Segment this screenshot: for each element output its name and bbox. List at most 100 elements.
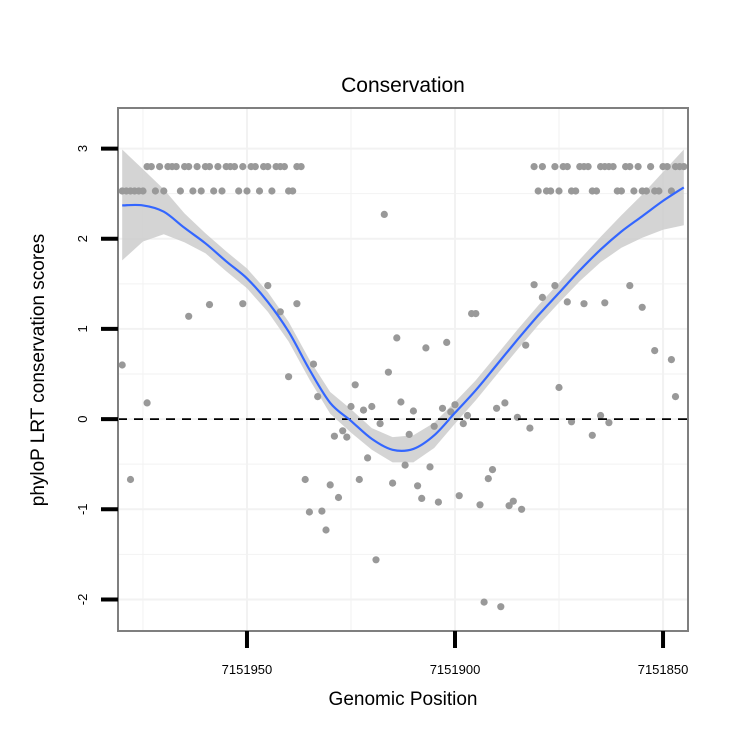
data-point xyxy=(455,492,463,500)
data-point xyxy=(671,393,680,401)
data-point xyxy=(609,163,617,171)
data-point xyxy=(401,461,409,469)
data-point xyxy=(655,187,663,195)
data-point xyxy=(264,282,272,290)
data-point xyxy=(326,481,334,489)
data-point xyxy=(426,463,434,471)
data-point xyxy=(118,361,126,369)
data-point xyxy=(235,187,243,195)
data-point xyxy=(210,187,218,195)
data-point xyxy=(630,187,638,195)
data-point xyxy=(551,282,559,290)
data-point xyxy=(572,187,580,195)
data-point xyxy=(239,300,247,308)
data-point xyxy=(322,526,330,534)
data-point xyxy=(667,187,676,195)
data-point xyxy=(214,163,222,171)
data-point xyxy=(493,404,501,412)
data-point xyxy=(318,507,326,515)
data-point xyxy=(347,402,355,411)
data-point xyxy=(626,282,634,290)
data-point xyxy=(472,310,480,318)
data-point xyxy=(414,482,422,490)
data-point xyxy=(359,406,368,414)
data-point xyxy=(330,432,338,440)
data-point xyxy=(334,493,343,502)
data-point xyxy=(376,420,384,428)
data-point xyxy=(567,418,576,426)
data-point xyxy=(497,603,505,611)
data-point xyxy=(355,475,363,484)
data-point xyxy=(459,420,467,428)
data-point xyxy=(501,399,509,407)
data-point xyxy=(251,163,259,171)
data-point xyxy=(601,299,609,307)
data-point xyxy=(384,368,392,376)
data-point xyxy=(397,398,405,406)
data-point xyxy=(243,187,251,195)
data-point xyxy=(597,411,605,420)
data-point xyxy=(647,163,655,171)
data-points xyxy=(118,163,688,611)
data-point xyxy=(605,419,613,427)
y-tick-label: 2 xyxy=(75,235,90,242)
data-point xyxy=(434,498,442,506)
data-point xyxy=(447,408,455,416)
x-tick-label: 7151850 xyxy=(638,662,689,677)
x-tick-label: 7151900 xyxy=(430,662,481,677)
data-point xyxy=(364,454,372,462)
data-point xyxy=(634,163,642,171)
y-tick-label: 1 xyxy=(75,325,90,332)
data-point xyxy=(530,163,538,171)
data-point xyxy=(563,163,571,171)
data-point xyxy=(301,475,309,484)
data-point xyxy=(156,163,164,171)
data-point xyxy=(588,431,596,439)
x-axis-label: Genomic Position xyxy=(329,689,478,710)
data-point xyxy=(143,399,151,407)
data-point xyxy=(185,312,193,320)
data-point xyxy=(555,187,563,195)
data-point xyxy=(476,501,484,509)
data-point xyxy=(176,187,184,195)
data-point xyxy=(480,598,488,606)
data-point xyxy=(505,502,513,510)
y-tick-label: 3 xyxy=(75,145,90,152)
data-point xyxy=(218,187,226,195)
data-point xyxy=(368,402,376,411)
data-point xyxy=(239,163,247,171)
data-point xyxy=(418,494,426,502)
data-point xyxy=(380,210,388,218)
data-point xyxy=(339,427,347,435)
data-point xyxy=(592,187,601,195)
data-point xyxy=(518,505,526,513)
y-axis: -2 -1 0 1 2 3 xyxy=(75,145,118,605)
panel-background xyxy=(118,108,688,631)
data-point xyxy=(389,479,397,487)
data-point xyxy=(663,163,671,171)
data-point xyxy=(185,163,193,171)
data-point xyxy=(297,163,305,171)
data-point xyxy=(193,163,201,171)
data-point xyxy=(314,393,322,401)
data-point xyxy=(443,338,451,346)
data-point xyxy=(285,373,293,381)
y-tick-label: -1 xyxy=(75,503,90,515)
data-point xyxy=(584,163,592,171)
data-point xyxy=(268,187,276,195)
data-point xyxy=(488,466,497,474)
data-point xyxy=(430,422,438,430)
data-point xyxy=(147,163,155,171)
data-point xyxy=(305,508,313,516)
data-point xyxy=(189,187,197,195)
data-point xyxy=(351,381,359,389)
data-point xyxy=(667,356,676,364)
data-point xyxy=(509,497,517,505)
chart-title: Conservation xyxy=(341,74,465,97)
y-tick-label: -2 xyxy=(75,594,90,606)
data-point xyxy=(555,383,563,392)
data-point xyxy=(642,187,651,195)
data-point xyxy=(205,301,214,309)
data-point xyxy=(160,187,168,195)
